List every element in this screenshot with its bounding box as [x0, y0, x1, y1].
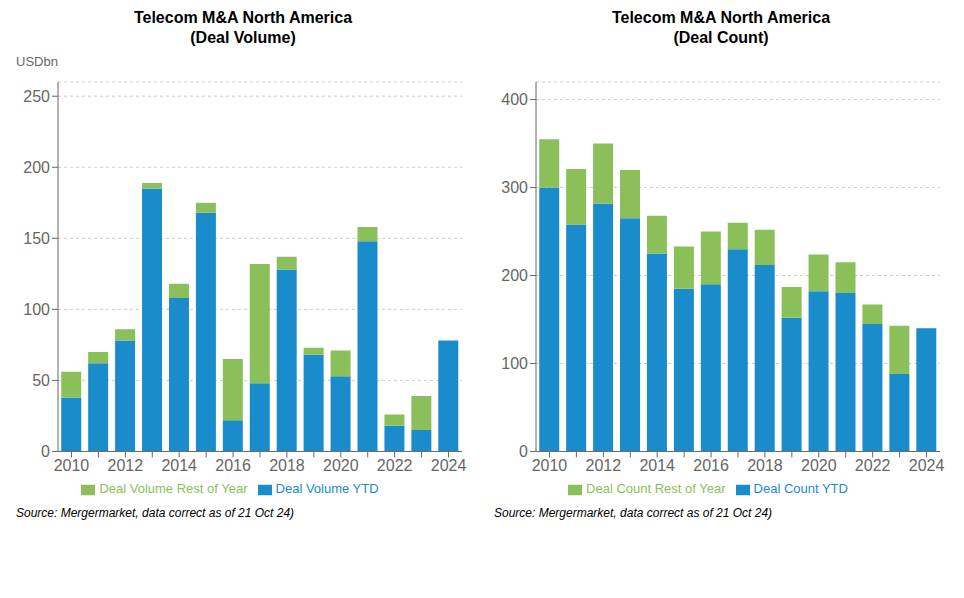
- svg-text:150: 150: [23, 230, 50, 247]
- svg-text:2020: 2020: [801, 457, 837, 474]
- svg-text:250: 250: [23, 88, 50, 105]
- svg-text:0: 0: [41, 443, 50, 460]
- svg-text:2012: 2012: [586, 457, 622, 474]
- html-text:USDbn: USDbn: [16, 54, 58, 69]
- svg-text:2014: 2014: [161, 457, 197, 474]
- svg-text:0: 0: [519, 443, 528, 460]
- svg-text:100: 100: [23, 301, 50, 318]
- svg-text:300: 300: [501, 179, 528, 196]
- svg-text:200: 200: [501, 267, 528, 284]
- html-text:Deal Count Rest of Year: Deal Count Rest of Year: [586, 481, 726, 497]
- html-text:Source: Mergermarket, data cor: Source: Mergermarket, data correct as of…: [16, 506, 295, 520]
- svg-text:2018: 2018: [269, 457, 305, 474]
- html-text:Telecom M&A North America (Dea: Telecom M&A North America (Deal Volume): [133, 9, 353, 46]
- html-text:Deal Volume Rest of Year: Deal Volume Rest of Year: [99, 481, 248, 497]
- html-text:Telecom M&A North America (Dea: Telecom M&A North America (Deal Count): [611, 9, 831, 46]
- svg-text:50: 50: [32, 372, 50, 389]
- svg-text:100: 100: [501, 355, 528, 372]
- svg-text:2024: 2024: [909, 457, 945, 474]
- svg-text:2022: 2022: [377, 457, 413, 474]
- svg-text:2022: 2022: [855, 457, 891, 474]
- svg-text:400: 400: [501, 91, 528, 108]
- html-text:Deal Count YTD: Deal Count YTD: [753, 481, 848, 497]
- svg-text:2016: 2016: [693, 457, 729, 474]
- html-text:Deal Volume YTD: Deal Volume YTD: [275, 481, 379, 497]
- svg-text:2010: 2010: [54, 457, 90, 474]
- svg-text:2020: 2020: [323, 457, 359, 474]
- html-text:Source: Mergermarket, data cor: Source: Mergermarket, data correct as of…: [494, 506, 773, 520]
- svg-text:200: 200: [23, 159, 50, 176]
- svg-text:2016: 2016: [215, 457, 251, 474]
- svg-text:2012: 2012: [108, 457, 144, 474]
- svg-text:2010: 2010: [532, 457, 568, 474]
- svg-text:2018: 2018: [747, 457, 783, 474]
- svg-text:2024: 2024: [431, 457, 467, 474]
- svg-text:2014: 2014: [639, 457, 675, 474]
